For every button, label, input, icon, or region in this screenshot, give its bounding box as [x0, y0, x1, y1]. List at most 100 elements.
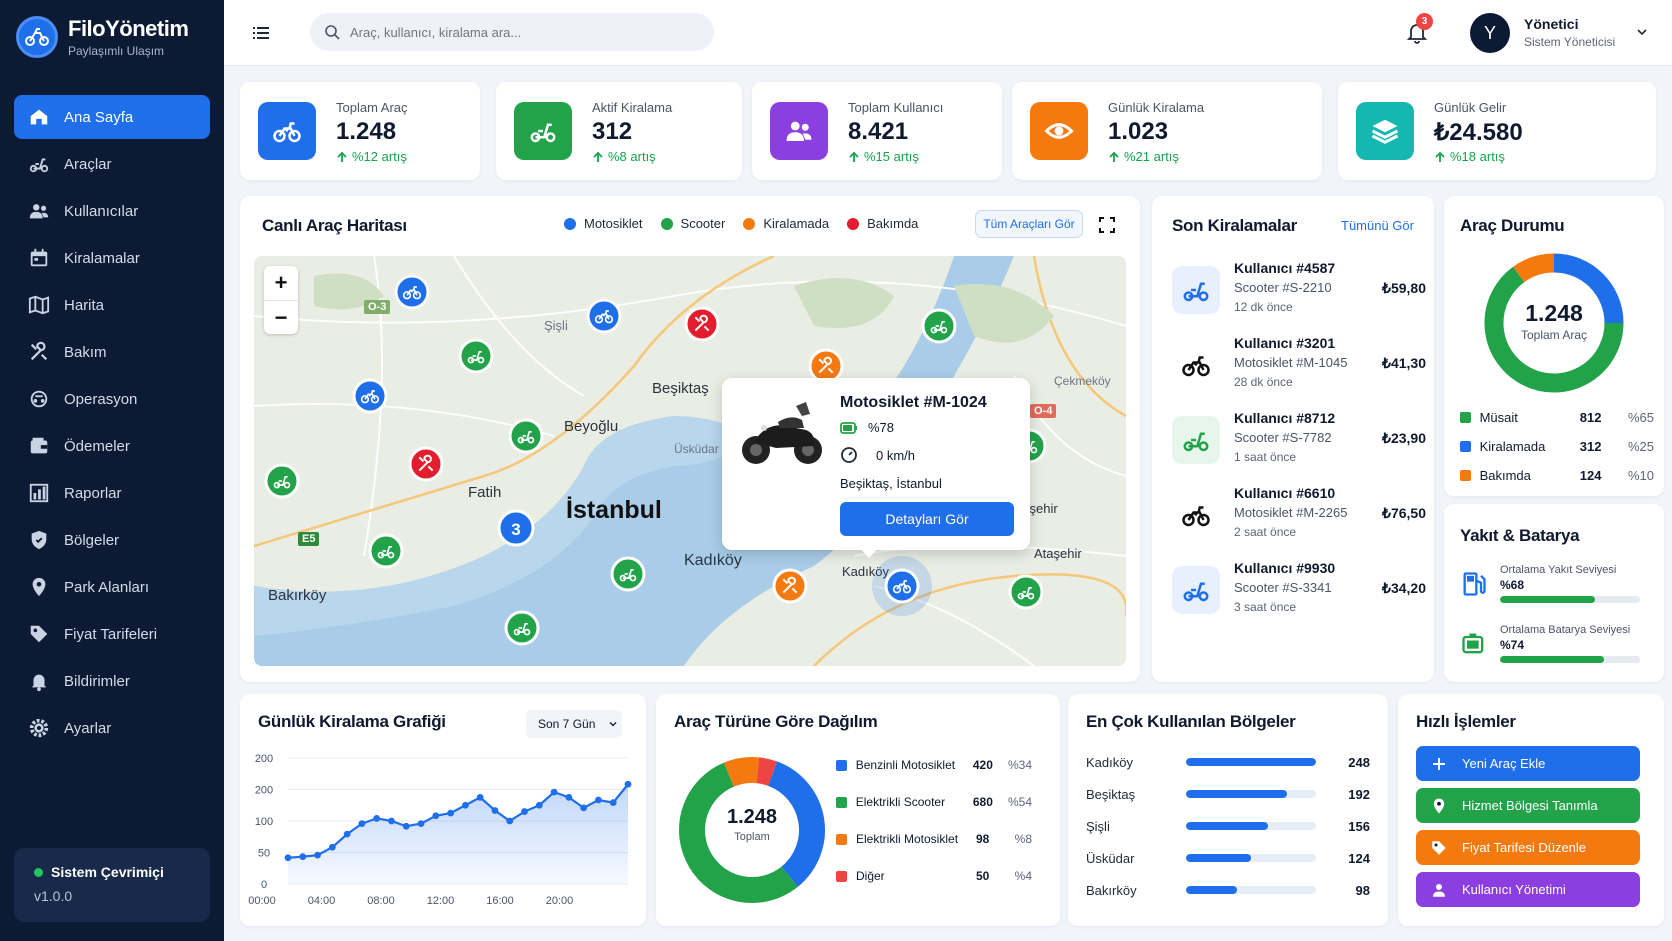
view-details-button[interactable]: Detayları Gör: [840, 502, 1014, 536]
rental-row[interactable]: Kullanıcı #8712 Scooter #S-7782 1 saat ö…: [1172, 408, 1426, 472]
quick-action-button[interactable]: Hizmet Bölgesi Tanımla: [1416, 788, 1640, 823]
data-point[interactable]: [373, 814, 381, 822]
region-bar: [1186, 822, 1316, 830]
map-legend-item[interactable]: Bakımda: [847, 216, 918, 231]
data-point[interactable]: [476, 793, 484, 801]
quick-action-button[interactable]: Kullanıcı Yönetimi: [1416, 872, 1640, 907]
rental-price: ₺23,90: [1382, 430, 1426, 446]
rental-row[interactable]: Kullanıcı #4587 Scooter #S-2210 12 dk ön…: [1172, 258, 1426, 322]
data-point[interactable]: [609, 799, 617, 807]
recent-rentals-card: Son Kiralamalar Tümünü Gör Kullanıcı #45…: [1152, 196, 1434, 682]
data-point[interactable]: [284, 854, 292, 862]
stat-trend-label: %8 artış: [608, 149, 656, 164]
fullscreen-icon[interactable]: [1097, 215, 1117, 235]
map-view[interactable]: + − Beşiktaş Beyoğlu Fatih İstanbul Kadıköy B…: [254, 256, 1126, 666]
sidebar-item-2[interactable]: Kullanıcılar: [14, 189, 210, 233]
view-all-vehicles-button[interactable]: Tüm Araçları Gör: [975, 210, 1083, 238]
stat-trend-label: %21 artış: [1124, 149, 1179, 164]
sidebar-item-0[interactable]: Ana Sayfa: [14, 95, 210, 139]
sidebar-item-3[interactable]: Kiralamalar: [14, 236, 210, 280]
data-point[interactable]: [388, 817, 395, 825]
view-all-rentals-link[interactable]: Tümünü Gör: [1341, 218, 1414, 233]
sidebar-item-13[interactable]: Ayarlar: [14, 706, 210, 750]
data-point[interactable]: [535, 801, 543, 809]
map-district-label: Şişli: [544, 318, 568, 333]
sidebar-item-9[interactable]: Bölgeler: [14, 518, 210, 562]
status-value: 312: [1579, 439, 1602, 454]
avatar[interactable]: Y: [1470, 13, 1510, 53]
rental-user: Kullanıcı #3201: [1234, 335, 1336, 351]
data-point[interactable]: [506, 817, 514, 825]
sidebar-item-1[interactable]: Araçlar: [14, 142, 210, 186]
data-point[interactable]: [299, 853, 307, 861]
map-legend-item[interactable]: Scooter: [660, 216, 725, 231]
data-point[interactable]: [595, 796, 602, 804]
data-point[interactable]: [402, 822, 410, 830]
sidebar-item-4[interactable]: Harita: [14, 283, 210, 327]
stat-card-2: Toplam Kullanıcı 8.421 %15 artış: [752, 82, 1002, 180]
sidebar-item-12[interactable]: Bildirimler: [14, 659, 210, 703]
search-input[interactable]: [350, 24, 690, 40]
quick-action-button[interactable]: Yeni Araç Ekle: [1416, 746, 1640, 781]
data-point[interactable]: [565, 793, 573, 801]
type-label: Diğer: [856, 869, 885, 883]
type-label: Elektrikli Motosiklet: [856, 832, 959, 846]
type-legend-row: Elektrikli Scooter 680 %54: [836, 795, 1032, 809]
data-point[interactable]: [417, 820, 425, 828]
scooter-icon: [28, 153, 50, 175]
stat-card-4: Günlük Gelir ₺24.580 %18 artış: [1338, 82, 1656, 180]
data-point[interactable]: [343, 830, 351, 838]
motorcycle-icon: [1172, 341, 1220, 389]
rental-vehicle: Scooter #S-7782: [1234, 430, 1332, 445]
zoom-out-button[interactable]: −: [264, 300, 298, 334]
chevron-down-icon: [609, 721, 617, 727]
type-donut-chart: [679, 757, 825, 903]
rental-time: 12 dk önce: [1234, 300, 1293, 314]
search-box[interactable]: [310, 13, 714, 51]
y-tick-label: 100: [255, 816, 273, 828]
stat-card-1: Aktif Kiralama 312 %8 artış: [496, 82, 742, 180]
fuel-row: Ortalama Yakıt Seviyesi %68: [1460, 564, 1654, 612]
zoom-in-button[interactable]: +: [274, 270, 288, 295]
data-point[interactable]: [580, 804, 588, 812]
data-point[interactable]: [328, 843, 336, 851]
logo[interactable]: FiloYönetim Paylaşımlı Ulaşım: [16, 16, 189, 58]
x-tick-label: 00:00: [248, 895, 276, 907]
range-select[interactable]: Son 7 Gün: [526, 710, 622, 738]
data-point[interactable]: [521, 808, 528, 815]
sidebar-item-10[interactable]: Park Alanları: [14, 565, 210, 609]
map-legend-item[interactable]: Motosiklet: [564, 216, 643, 231]
data-point[interactable]: [447, 809, 455, 817]
sidebar-item-6[interactable]: Operasyon: [14, 377, 210, 421]
region-bar-fill: [1186, 854, 1251, 862]
status-row: Bakımda 124 %10: [1460, 468, 1654, 483]
data-point[interactable]: [461, 801, 469, 809]
data-point[interactable]: [491, 807, 499, 814]
rental-row[interactable]: Kullanıcı #6610 Motosiklet #M-2265 2 saa…: [1172, 483, 1426, 547]
rental-user: Kullanıcı #8712: [1234, 410, 1336, 426]
legend-square: [836, 759, 847, 771]
sidebar-item-5[interactable]: Bakım: [14, 330, 210, 374]
rental-row[interactable]: Kullanıcı #3201 Motosiklet #M-1045 28 dk…: [1172, 333, 1426, 397]
sidebar-item-label: Kullanıcılar: [64, 202, 139, 220]
data-point[interactable]: [624, 780, 632, 788]
sidebar-item-11[interactable]: Fiyat Tarifeleri: [14, 612, 210, 656]
data-point[interactable]: [432, 812, 440, 820]
quick-action-button[interactable]: Fiyat Tarifesi Düzenle: [1416, 830, 1640, 865]
data-point[interactable]: [358, 820, 366, 828]
chevron-down-icon[interactable]: [1634, 24, 1650, 40]
x-tick-label: 04:00: [308, 895, 336, 907]
arrow-up-icon: [849, 151, 859, 162]
menu-icon[interactable]: [250, 22, 272, 44]
arrow-up-icon: [1435, 151, 1445, 162]
pin-icon: [28, 576, 50, 598]
sidebar-item-7[interactable]: Ödemeler: [14, 424, 210, 468]
sidebar-item-label: Bakım: [64, 343, 107, 361]
rental-row[interactable]: Kullanıcı #9930 Scooter #S-3341 3 saat ö…: [1172, 558, 1426, 622]
map-legend-item[interactable]: Kiralamada: [743, 216, 829, 231]
sidebar-item-8[interactable]: Raporlar: [14, 471, 210, 515]
type-value: 680: [972, 795, 993, 809]
data-point[interactable]: [550, 788, 558, 796]
region-value: 156: [1348, 818, 1370, 834]
data-point[interactable]: [314, 851, 321, 859]
